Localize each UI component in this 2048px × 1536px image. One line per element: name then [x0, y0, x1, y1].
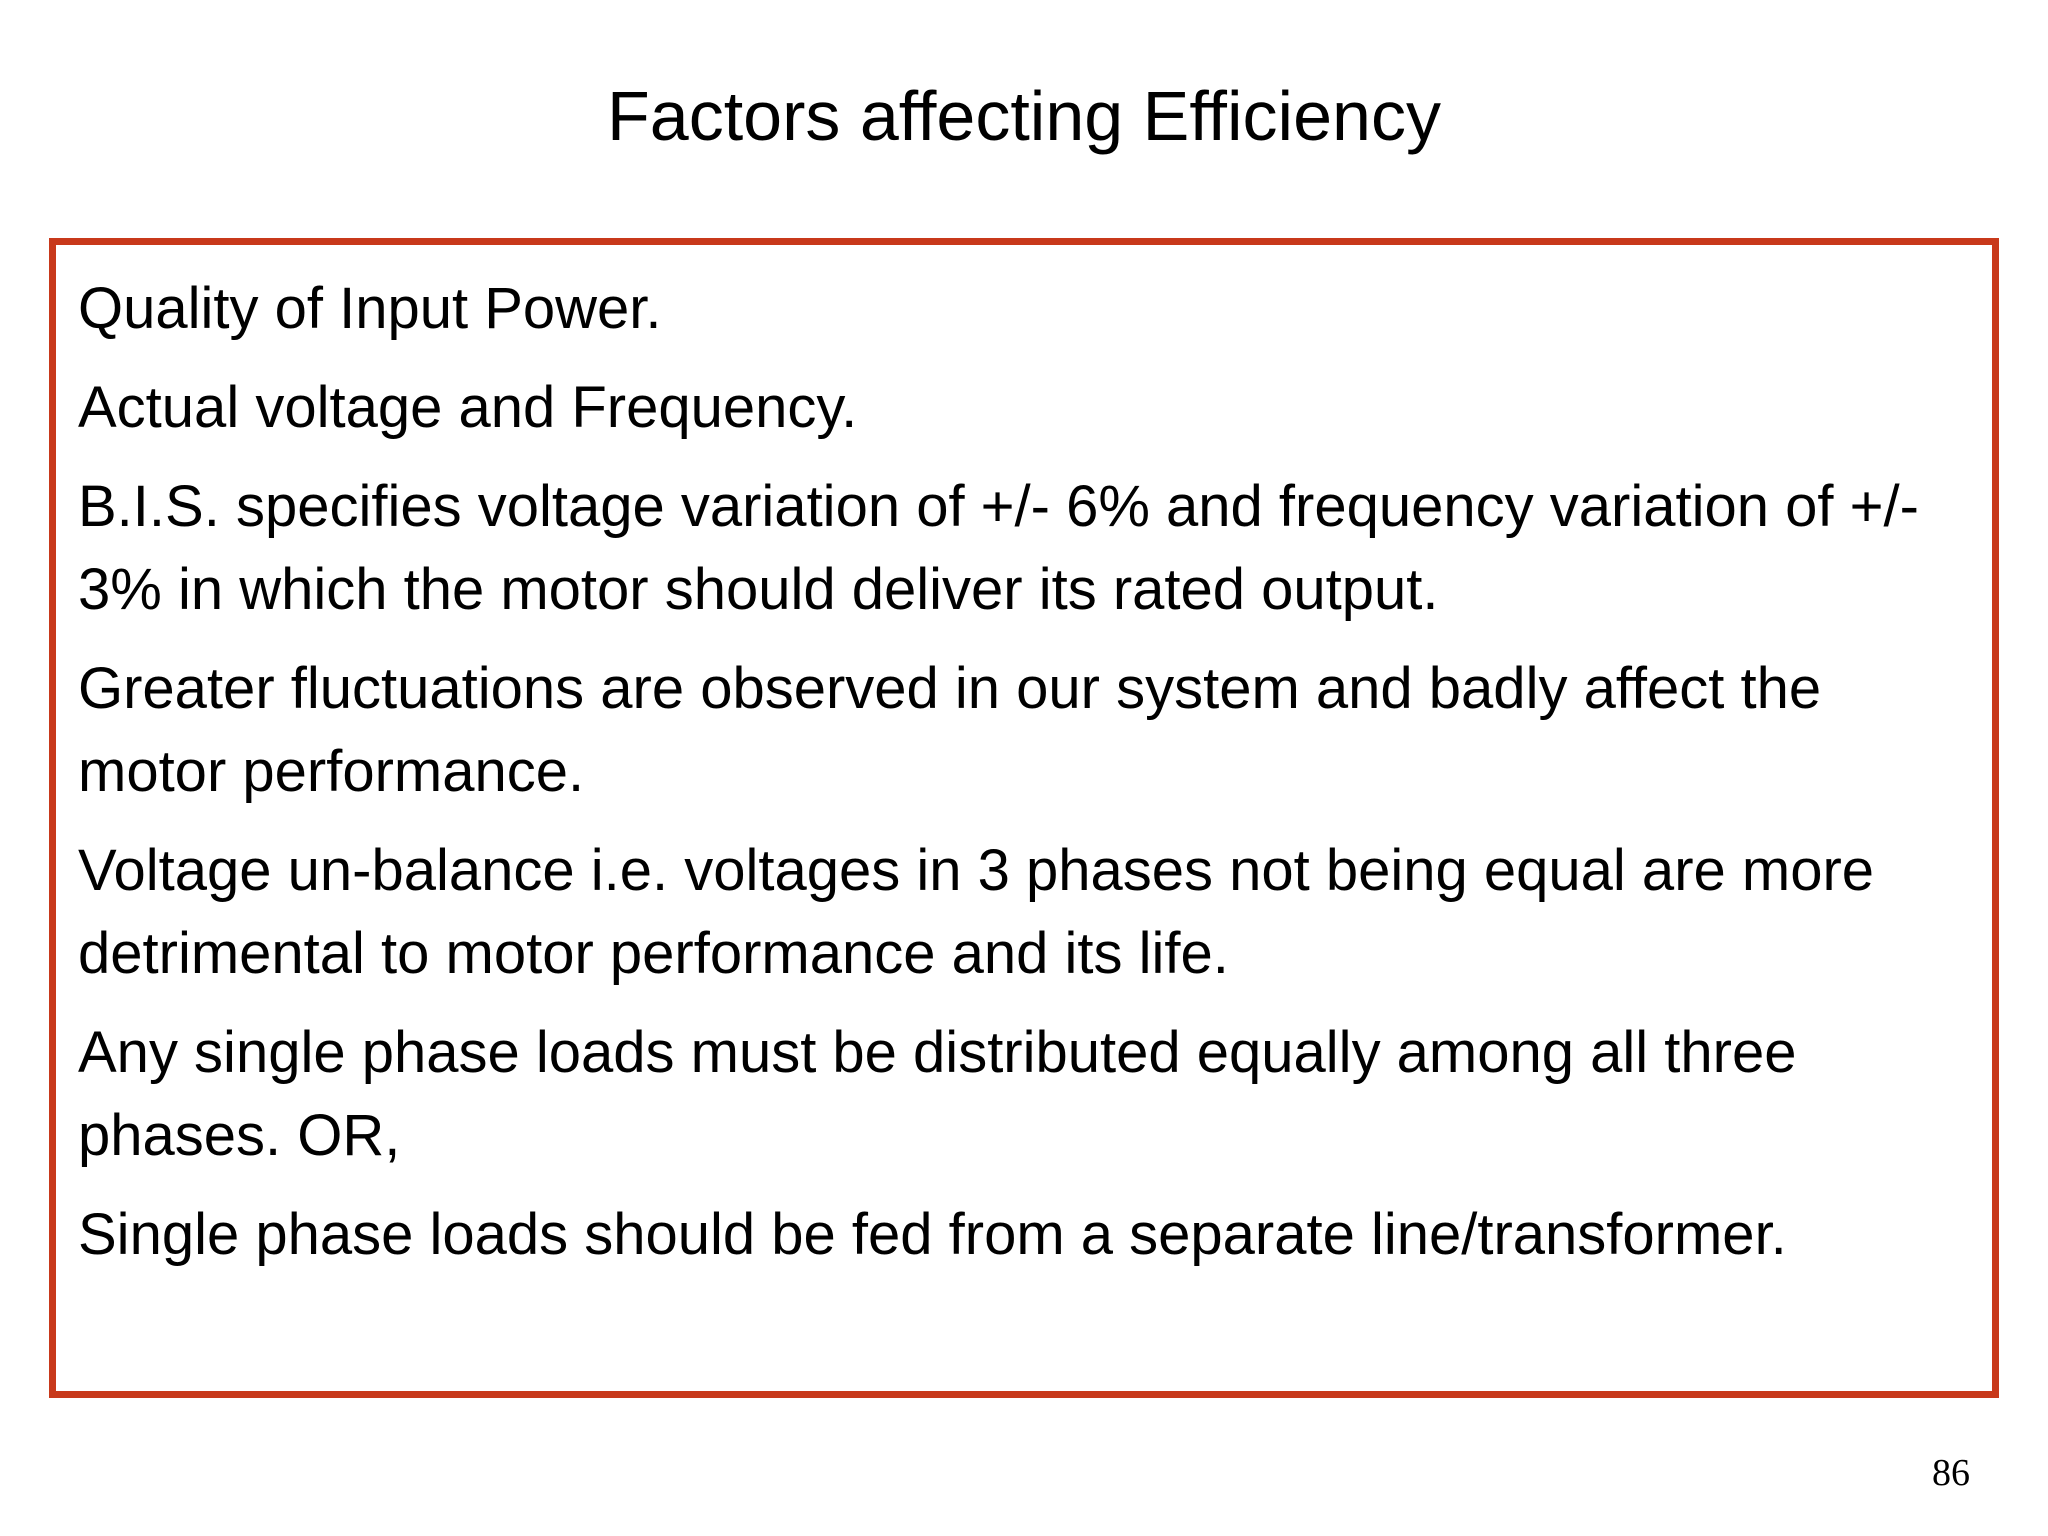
list-item: Voltage un-balance i.e. voltages in 3 ph…	[78, 838, 1875, 986]
list-item: Actual voltage and Frequency.	[78, 375, 858, 440]
list-item: B.I.S. specifies voltage variation of +/…	[78, 474, 1919, 622]
list-item: Greater fluctuations are observed in our…	[78, 656, 1822, 804]
content-box: Quality of Input Power. Actual voltage a…	[49, 238, 1999, 1398]
slide-title: Factors affecting Efficiency	[607, 77, 1441, 155]
content-list: Quality of Input Power. Actual voltage a…	[78, 267, 1978, 1292]
list-item: Single phase loads should be fed from a …	[78, 1202, 1787, 1267]
list-item: Quality of Input Power.	[78, 276, 662, 341]
list-item: Any single phase loads must be distribut…	[78, 1020, 1797, 1168]
page-number: 86	[1932, 1452, 1970, 1494]
